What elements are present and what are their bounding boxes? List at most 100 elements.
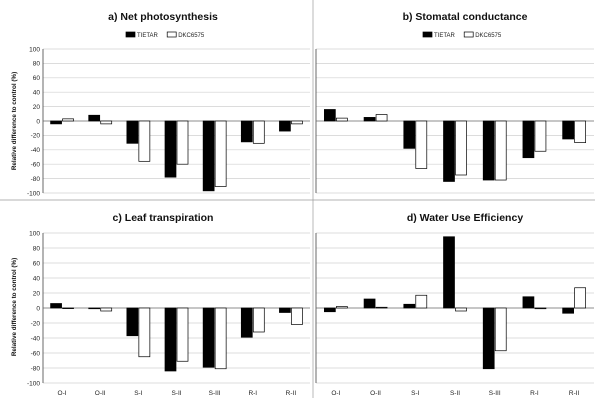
x-tick-label: R-I xyxy=(530,390,539,397)
y-tick-label: -20 xyxy=(31,133,41,140)
x-tick-label: O-II xyxy=(95,390,106,397)
y-tick-label: 20 xyxy=(33,290,41,297)
x-tick-label: R-I xyxy=(248,390,257,397)
legend-label: TIETAR xyxy=(434,33,456,39)
bar-tietar-s-ii xyxy=(164,307,177,372)
bar-dkc6575-r-ii xyxy=(291,120,303,125)
legend-label: TIETAR xyxy=(137,33,159,39)
x-tick-label: O-I xyxy=(331,390,340,397)
bar-tietar-r-i xyxy=(240,120,253,143)
y-tick-label: -20 xyxy=(31,320,41,327)
y-axis-label: Relative difference to control (%) xyxy=(11,72,18,170)
bar-tietar-s-ii xyxy=(443,120,455,182)
bar-dkc6575-s-iii xyxy=(494,120,507,181)
bar-tietar-s-i xyxy=(403,120,416,149)
bar-dkc6575-r-i xyxy=(252,307,265,333)
bar-tietar-r-i xyxy=(522,296,535,309)
panel-stomatal-conductance: b) Stomatal conductance TIETAR DKC6575 xyxy=(315,11,594,194)
bar-dkc6575-s-i xyxy=(138,307,151,358)
bar-tietar-o-ii xyxy=(88,307,101,310)
panel-water-use-efficiency: d) Water Use Efficiency O-I O-II S-I S-II S-… xyxy=(315,212,594,397)
bar-tietar-o-i xyxy=(50,120,62,125)
bar-tietar-s-ii xyxy=(443,236,455,309)
y-tick-label: 100 xyxy=(29,46,40,53)
x-tick-label: S-I xyxy=(411,390,420,397)
bar-dkc6575-s-i xyxy=(138,120,151,162)
y-tick-label: 80 xyxy=(33,61,41,68)
y-tick-label: 20 xyxy=(33,104,41,111)
x-tick-label: S-I xyxy=(134,390,143,397)
bar-tietar-s-iii xyxy=(202,120,215,192)
bar-dkc6575-s-i xyxy=(415,120,428,169)
y-tick-label: 60 xyxy=(33,260,41,267)
bar-dkc6575-o-ii xyxy=(100,307,113,312)
y-axis-label: Relative difference to control (%) xyxy=(11,258,18,356)
bar-tietar-r-i xyxy=(240,307,253,338)
bar-dkc6575-s-iii xyxy=(214,307,227,370)
bar-dkc6575-o-i xyxy=(62,307,74,309)
y-tick-label: 40 xyxy=(33,275,41,282)
bar-tietar-s-i xyxy=(126,120,139,144)
bar-dkc6575-o-ii xyxy=(375,114,388,122)
bar-tietar-r-ii xyxy=(279,307,291,313)
bar-tietar-r-ii xyxy=(562,307,574,314)
bar-dkc6575-r-i xyxy=(252,120,265,144)
bar-tietar-r-i xyxy=(522,120,535,159)
bar-dkc6575-r-ii xyxy=(574,287,586,309)
chart-title: d) Water Use Efficiency xyxy=(407,212,523,224)
y-tick-label: -80 xyxy=(31,365,41,372)
bar-dkc6575-o-ii xyxy=(100,120,113,125)
x-tick-label: R-II xyxy=(286,390,297,397)
bar-dkc6575-s-iii xyxy=(214,120,227,187)
chart-title: a) Net photosynthesis xyxy=(108,11,218,23)
x-tick-label: S-III xyxy=(489,390,501,397)
y-tick-label: -40 xyxy=(31,335,41,342)
chart-title: c) Leaf transpiration xyxy=(113,212,214,224)
y-tick-label: -40 xyxy=(31,147,41,154)
bar-dkc6575-s-iii xyxy=(494,307,507,352)
legend-swatch xyxy=(125,31,136,38)
bar-tietar-o-i xyxy=(324,307,336,313)
x-tick-label: R-II xyxy=(569,390,580,397)
bar-dkc6575-r-ii xyxy=(291,307,303,325)
legend-label: DKC6575 xyxy=(178,33,205,39)
bar-dkc6575-o-i xyxy=(336,117,348,122)
legend-swatch xyxy=(422,31,433,38)
bar-tietar-s-ii xyxy=(164,120,177,178)
x-tick-label: O-II xyxy=(370,390,381,397)
bar-dkc6575-s-ii xyxy=(176,120,189,165)
y-tick-label: -80 xyxy=(31,176,41,183)
bar-dkc6575-r-i xyxy=(534,120,547,152)
bar-dkc6575-s-ii xyxy=(455,120,467,176)
panel-net-photosynthesis: a) Net photosynthesis Relative differenc… xyxy=(11,11,310,197)
y-tick-label: -60 xyxy=(31,162,41,169)
bar-dkc6575-s-ii xyxy=(455,307,467,312)
x-tick-label: O-I xyxy=(58,390,67,397)
bar-tietar-o-i xyxy=(50,303,62,309)
y-tick-label: 40 xyxy=(33,90,41,97)
bar-tietar-r-ii xyxy=(279,120,291,132)
y-tick-label: -100 xyxy=(27,190,40,197)
y-tick-label: -60 xyxy=(31,350,41,357)
bar-dkc6575-r-i xyxy=(534,307,547,310)
legend-label: DKC6575 xyxy=(475,33,502,39)
y-tick-label: 0 xyxy=(36,305,40,312)
y-tick-label: 100 xyxy=(29,230,40,237)
bar-tietar-o-ii xyxy=(363,298,376,309)
bar-dkc6575-s-ii xyxy=(176,307,189,362)
bar-tietar-s-i xyxy=(403,303,416,309)
y-tick-label: -100 xyxy=(27,380,40,387)
bar-dkc6575-s-i xyxy=(415,294,428,309)
bar-tietar-s-iii xyxy=(202,307,215,368)
bar-dkc6575-o-i xyxy=(62,118,74,122)
bar-tietar-s-iii xyxy=(482,120,495,181)
chart-title: b) Stomatal conductance xyxy=(403,11,528,23)
bar-tietar-o-i xyxy=(324,109,336,122)
bar-tietar-s-i xyxy=(126,307,139,337)
bar-dkc6575-r-ii xyxy=(574,120,586,143)
x-tick-label: S-II xyxy=(450,390,460,397)
bar-tietar-o-ii xyxy=(88,114,101,122)
bar-tietar-r-ii xyxy=(562,120,574,140)
y-tick-label: 60 xyxy=(33,75,41,82)
